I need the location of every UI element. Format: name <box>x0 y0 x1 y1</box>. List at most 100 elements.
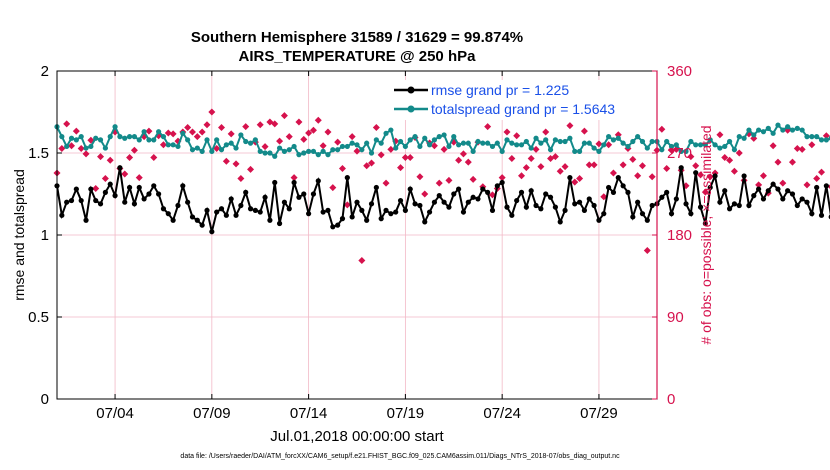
spread-point <box>823 137 829 143</box>
rmse-point <box>291 179 297 186</box>
x-tick-label: 07/04 <box>96 405 134 422</box>
rmse-point <box>726 206 733 212</box>
spread-point <box>736 134 742 140</box>
rmse-point <box>606 184 612 191</box>
rmse-point <box>581 207 588 213</box>
y-right-tick-label: 360 <box>667 63 692 80</box>
rmse-point <box>315 178 321 184</box>
spread-point <box>368 150 375 156</box>
y-left-tick-label: 0.5 <box>28 309 49 326</box>
rmse-point <box>349 214 355 220</box>
y-left-tick-label: 1.5 <box>28 145 49 162</box>
spread-point <box>664 138 670 145</box>
spread-point <box>349 140 355 146</box>
rmse-point <box>451 191 457 197</box>
obs-count-marker <box>759 172 767 180</box>
obs-count-marker <box>619 161 627 169</box>
spread-point <box>354 142 360 148</box>
legend-rmse-label: rmse grand pr = 1.225 <box>431 82 569 98</box>
rmse-point <box>359 207 365 213</box>
spread-point <box>799 127 805 133</box>
rmse-point <box>630 214 636 220</box>
rmse-point <box>136 184 142 191</box>
obs-count-marker <box>372 123 380 131</box>
spread-point <box>247 140 254 146</box>
spread-point <box>218 147 225 153</box>
rmse-point <box>533 202 539 209</box>
obs-count-marker <box>397 164 405 172</box>
obs-count-marker <box>309 126 317 134</box>
obs-count-marker <box>348 133 356 141</box>
obs-count-marker <box>459 150 467 158</box>
rmse-point <box>460 209 467 215</box>
spread-point <box>756 127 762 133</box>
obs-count-marker <box>793 144 801 152</box>
obs-count-marker <box>363 162 371 170</box>
rmse-point <box>635 199 641 205</box>
obs-count-marker <box>803 181 811 189</box>
obs-count-marker <box>242 123 250 131</box>
rmse-point <box>528 188 534 194</box>
spread-point <box>233 145 239 151</box>
obs-count-marker <box>484 123 492 131</box>
obs-count-marker <box>208 108 216 116</box>
spread-point <box>412 134 418 140</box>
spread-point <box>267 150 273 156</box>
obs-count-marker <box>227 130 235 138</box>
spread-point <box>151 137 157 143</box>
spread-point <box>436 134 442 140</box>
spread-point <box>383 130 389 136</box>
spread-point <box>717 145 723 151</box>
spread-point <box>504 137 510 143</box>
spread-point <box>262 150 268 156</box>
spread-point <box>475 138 481 145</box>
obs-count-marker <box>590 161 598 169</box>
spread-point <box>644 145 650 151</box>
spread-point <box>73 137 79 143</box>
obs-count-marker <box>726 156 734 164</box>
spread-point <box>441 132 447 138</box>
spread-point <box>180 130 186 136</box>
rmse-point <box>818 212 825 218</box>
obs-count-marker <box>324 128 332 136</box>
obs-count-marker <box>295 118 303 126</box>
spread-point <box>364 140 370 146</box>
rmse-point <box>746 202 752 209</box>
rmse-point <box>509 212 515 218</box>
rmse-point <box>446 204 452 210</box>
spread-point <box>712 142 718 148</box>
series-layer <box>53 108 830 265</box>
rmse-point <box>431 199 438 205</box>
rmse-point <box>552 204 558 210</box>
obs-count-marker <box>706 173 714 181</box>
right-axis: 0 90 180 270 360 <box>652 63 692 408</box>
spread-point <box>499 148 505 154</box>
obs-count-marker <box>701 188 709 196</box>
rmse-point <box>620 183 626 189</box>
rmse-point <box>668 211 675 217</box>
obs-count-marker <box>305 129 313 137</box>
rmse-point <box>131 201 138 207</box>
legend: rmse grand pr = 1.225 totalspread grand … <box>390 80 648 120</box>
spread-point <box>601 142 607 148</box>
rmse-point <box>756 186 762 192</box>
obs-count-marker <box>697 171 705 179</box>
rmse-point <box>712 173 718 179</box>
rmse-point <box>165 211 171 217</box>
rmse-point <box>456 186 462 192</box>
obs-count-marker <box>430 142 438 150</box>
rmse-point <box>625 189 631 195</box>
obs-count-marker <box>435 179 443 187</box>
rmse-point <box>88 186 94 192</box>
obs-count-marker <box>416 173 424 181</box>
obs-count-marker <box>401 154 409 162</box>
rmse-point <box>325 207 331 213</box>
obs-count-marker <box>222 157 230 165</box>
obs-count-marker <box>464 158 472 166</box>
rmse-point <box>388 211 394 217</box>
rmse-point <box>707 184 713 191</box>
spread-point <box>194 145 200 151</box>
obs-count-marker <box>101 175 109 183</box>
obs-count-marker <box>576 175 584 183</box>
